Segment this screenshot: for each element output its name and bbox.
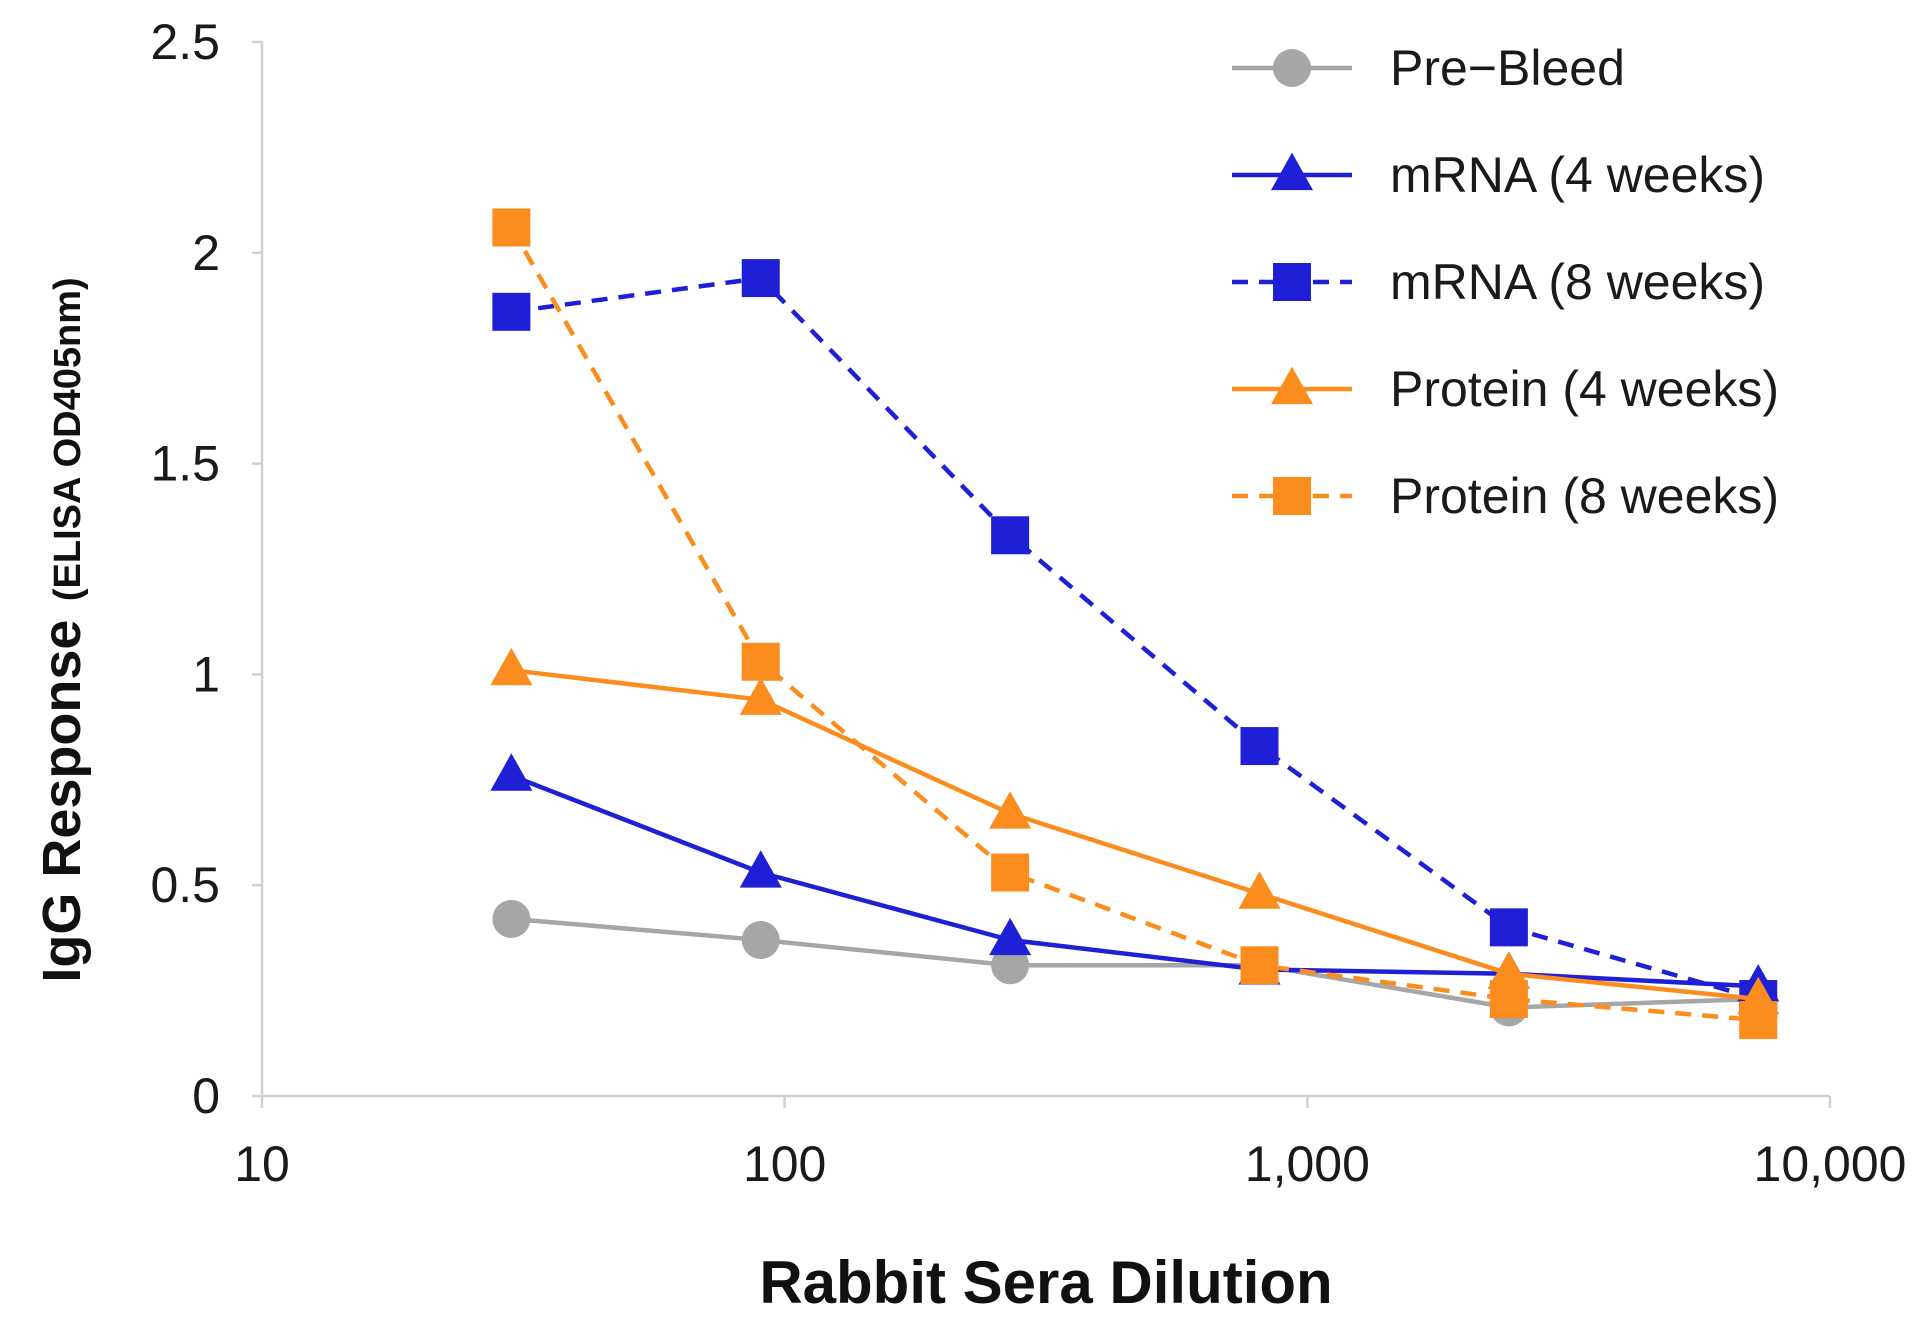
data-point xyxy=(1489,980,1528,1019)
legend: Pre−Bleed mRNA (4 weeks) mRNA (8 weeks) Pro… xyxy=(1232,40,1779,524)
x-tick-label: 10,000 xyxy=(1754,1136,1907,1192)
series-4 xyxy=(492,208,1778,1040)
legend-entry: mRNA (8 weeks) xyxy=(1232,254,1765,310)
series-layer xyxy=(490,208,1780,1040)
series-line xyxy=(511,916,1759,1010)
data-point xyxy=(1238,871,1281,909)
axis-ticks: 0 0.5 1 1.5 2 2.5 10 100 1,000 10,000 xyxy=(150,14,1906,1192)
legend-entry: Protein (8 weeks) xyxy=(1232,468,1779,524)
y-tick-label: 1 xyxy=(192,646,220,702)
data-point xyxy=(991,516,1030,555)
data-point xyxy=(490,753,533,791)
data-point xyxy=(741,259,780,298)
y-tick-label: 1.5 xyxy=(150,436,220,492)
y-tick-label: 2.5 xyxy=(150,14,220,70)
data-point xyxy=(1739,1001,1778,1040)
legend-label: Protein (4 weeks) xyxy=(1390,361,1779,417)
data-point xyxy=(1240,946,1279,985)
series-line xyxy=(510,773,1759,989)
legend-marker xyxy=(1273,263,1311,301)
series-line xyxy=(509,226,1759,1023)
legend-label: Pre−Bleed xyxy=(1390,40,1625,96)
data-point xyxy=(989,791,1032,829)
data-point xyxy=(492,208,531,247)
data-point xyxy=(991,853,1030,892)
y-axis-title-unit: (ELISA OD405nm) xyxy=(47,277,89,601)
data-point xyxy=(492,292,531,331)
legend-marker xyxy=(1273,477,1311,515)
series-3 xyxy=(490,647,1780,1015)
y-axis-title-main: IgG Response xyxy=(32,620,92,983)
x-tick-label: 100 xyxy=(743,1136,826,1192)
y-axis-title: IgG Response (ELISA OD405nm) xyxy=(32,277,92,982)
data-point xyxy=(1240,727,1279,766)
legend-label: mRNA (4 weeks) xyxy=(1390,147,1765,203)
data-point xyxy=(739,850,782,888)
x-tick-label: 1,000 xyxy=(1245,1136,1370,1192)
axes xyxy=(260,42,1830,1098)
legend-label: mRNA (8 weeks) xyxy=(1390,254,1765,310)
data-point xyxy=(1487,951,1530,989)
legend-marker xyxy=(1271,152,1313,191)
series-line xyxy=(511,667,1759,1002)
data-point xyxy=(492,899,531,938)
data-point xyxy=(991,946,1030,985)
data-point xyxy=(1489,908,1528,947)
y-tick-label: 0 xyxy=(192,1068,220,1124)
data-point xyxy=(989,917,1032,956)
data-point xyxy=(741,921,780,960)
x-tick-label: 10 xyxy=(234,1136,290,1192)
y-tick-label: 0.5 xyxy=(150,857,220,913)
data-point xyxy=(741,642,780,681)
data-point xyxy=(490,647,533,686)
legend-marker xyxy=(1273,49,1311,87)
legend-entry: Pre−Bleed xyxy=(1232,40,1625,96)
x-axis-title: Rabbit Sera Dilution xyxy=(759,1249,1332,1316)
legend-marker xyxy=(1271,366,1313,405)
y-tick-label: 2 xyxy=(192,225,220,281)
legend-label: Protein (8 weeks) xyxy=(1390,468,1779,524)
legend-entry: mRNA (4 weeks) xyxy=(1232,147,1765,203)
legend-entry: Protein (4 weeks) xyxy=(1232,361,1779,417)
data-point xyxy=(739,677,782,715)
